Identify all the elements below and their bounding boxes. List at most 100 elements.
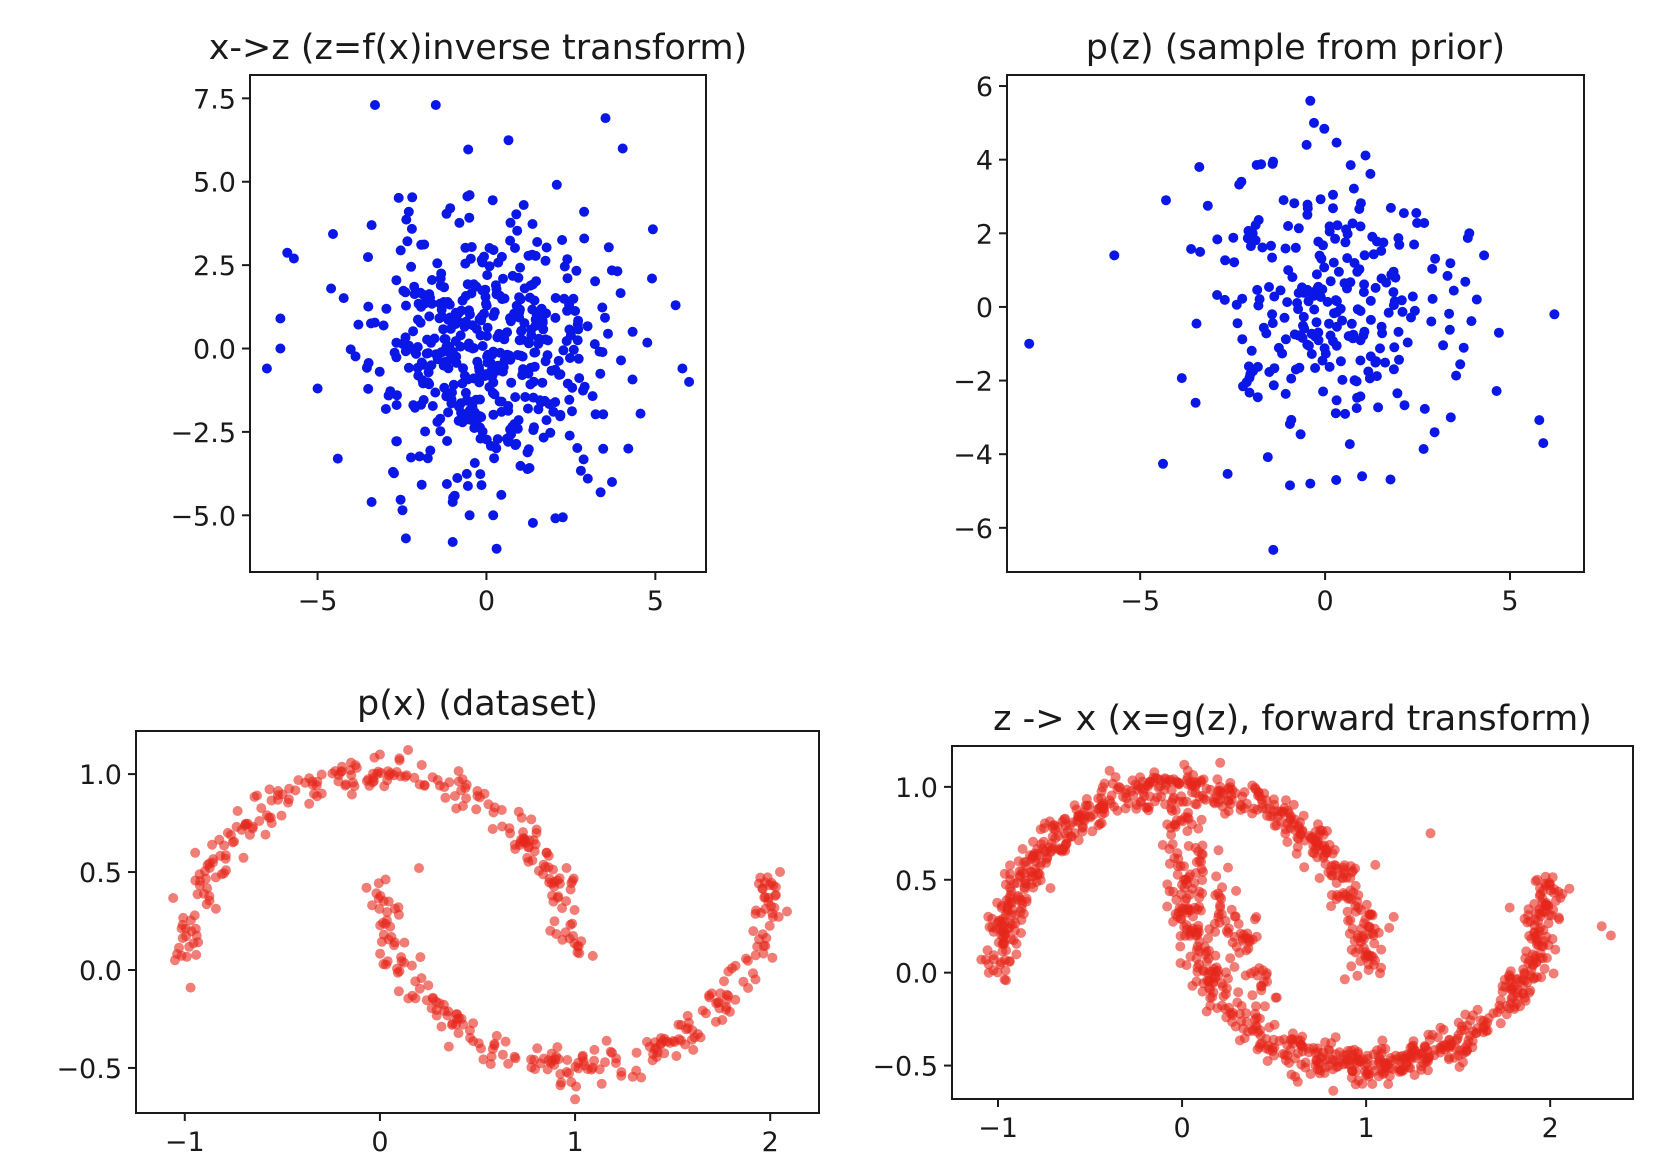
scatter-point xyxy=(570,306,581,316)
scatter-point xyxy=(1339,974,1350,985)
axes-frame xyxy=(1006,74,1585,573)
scatter-point xyxy=(540,356,551,367)
scatter-point xyxy=(379,781,390,792)
x-tick-label: 2 xyxy=(1542,1113,1559,1144)
scatter-point xyxy=(1259,1001,1270,1012)
scatter-point xyxy=(1394,354,1404,365)
scatter-point xyxy=(1342,906,1353,917)
scatter-point xyxy=(1295,1040,1306,1050)
scatter-point xyxy=(1211,962,1222,973)
scatter-point xyxy=(447,537,458,547)
scatter-point xyxy=(443,363,454,374)
scatter-point xyxy=(499,355,510,366)
scatter-point xyxy=(510,392,521,403)
scatter-point xyxy=(188,938,199,949)
scatter-point xyxy=(1311,837,1322,848)
scatter-point xyxy=(1309,304,1320,315)
axes-frame xyxy=(951,745,1634,1100)
scatter-point xyxy=(1350,880,1361,891)
scatter-point xyxy=(443,314,454,325)
scatter-point xyxy=(464,190,475,201)
scatter-point xyxy=(1393,233,1404,244)
scatter-point xyxy=(1398,208,1409,219)
scatter-point xyxy=(445,323,456,334)
scatter-point xyxy=(1424,1035,1435,1045)
scatter-point xyxy=(1442,270,1453,281)
scatter-point xyxy=(1365,168,1376,179)
y-tick-label: 1.0 xyxy=(79,760,122,791)
scatter-point xyxy=(706,988,717,999)
scatter-point xyxy=(1419,403,1430,414)
scatter-point xyxy=(1355,221,1366,232)
scatter-point xyxy=(525,362,536,373)
scatter-point xyxy=(1087,826,1098,837)
scatter-point xyxy=(363,774,374,785)
scatter-point xyxy=(1268,544,1279,555)
scatter-point xyxy=(400,332,411,343)
x-tick-label: 1 xyxy=(1358,1113,1375,1144)
scatter-point xyxy=(426,337,436,348)
scatter-point xyxy=(1251,1001,1261,1012)
scatter-point xyxy=(1504,970,1515,980)
scatter-point xyxy=(1110,772,1121,783)
scatter-point xyxy=(1194,162,1205,172)
scatter-point xyxy=(406,452,416,463)
scatter-point xyxy=(1313,1057,1323,1068)
scatter-point xyxy=(427,992,438,1003)
scatter-point xyxy=(1194,901,1205,912)
scatter-point xyxy=(392,390,402,401)
scatter-point xyxy=(1231,885,1242,896)
scatter-point xyxy=(1331,340,1342,351)
scatter-point xyxy=(590,409,601,420)
scatter-point xyxy=(327,768,338,779)
scatter-point xyxy=(1045,883,1056,894)
scatter-point xyxy=(557,934,568,945)
scatter-point xyxy=(1305,1069,1316,1079)
scatter-point xyxy=(1214,891,1225,902)
scatter-point xyxy=(1351,376,1362,387)
scatter-point xyxy=(485,371,496,381)
scatter-point xyxy=(1455,359,1466,370)
scatter-point xyxy=(408,326,419,337)
scatter-point xyxy=(391,767,402,777)
scatter-point xyxy=(1384,922,1395,933)
scatter-point xyxy=(1280,243,1291,254)
scatter-point xyxy=(454,401,464,412)
scatter-point xyxy=(763,892,774,903)
scatter-point xyxy=(587,950,598,961)
scatter-point xyxy=(1093,793,1104,804)
scatter-point xyxy=(598,443,609,454)
scatter-point xyxy=(570,1094,581,1105)
scatter-point xyxy=(589,1044,600,1055)
scatter-point xyxy=(1196,849,1207,859)
scatter-point xyxy=(491,543,502,554)
scatter-point xyxy=(1378,237,1389,248)
scatter-point xyxy=(1261,1034,1272,1044)
scatter-point xyxy=(1532,930,1543,940)
scatter-point xyxy=(1466,316,1477,327)
scatter-point xyxy=(1386,269,1397,280)
scatter-point xyxy=(1099,778,1110,789)
scatter-point xyxy=(1540,878,1551,889)
scatter-point xyxy=(1354,264,1365,275)
scatter-point xyxy=(1268,156,1279,167)
scatter-point xyxy=(533,338,544,349)
scatter-point xyxy=(1234,1035,1245,1046)
scatter-point xyxy=(511,209,522,220)
scatter-point xyxy=(1175,958,1186,969)
scatter-point xyxy=(1243,1026,1253,1037)
scatter-point xyxy=(631,1047,642,1058)
scatter-point xyxy=(542,1064,553,1075)
scatter-point xyxy=(436,1021,447,1032)
scatter-point xyxy=(518,200,529,210)
scatter-point xyxy=(532,1043,543,1054)
scatter-point xyxy=(210,903,221,914)
scatter-point xyxy=(353,319,364,330)
scatter-point xyxy=(201,899,212,910)
scatter-point xyxy=(1283,221,1294,231)
scatter-point xyxy=(1319,123,1330,134)
scatter-point xyxy=(1252,284,1263,295)
scatter-point xyxy=(1453,1050,1464,1061)
scatter-point xyxy=(1112,784,1123,795)
scatter-point xyxy=(200,873,211,884)
